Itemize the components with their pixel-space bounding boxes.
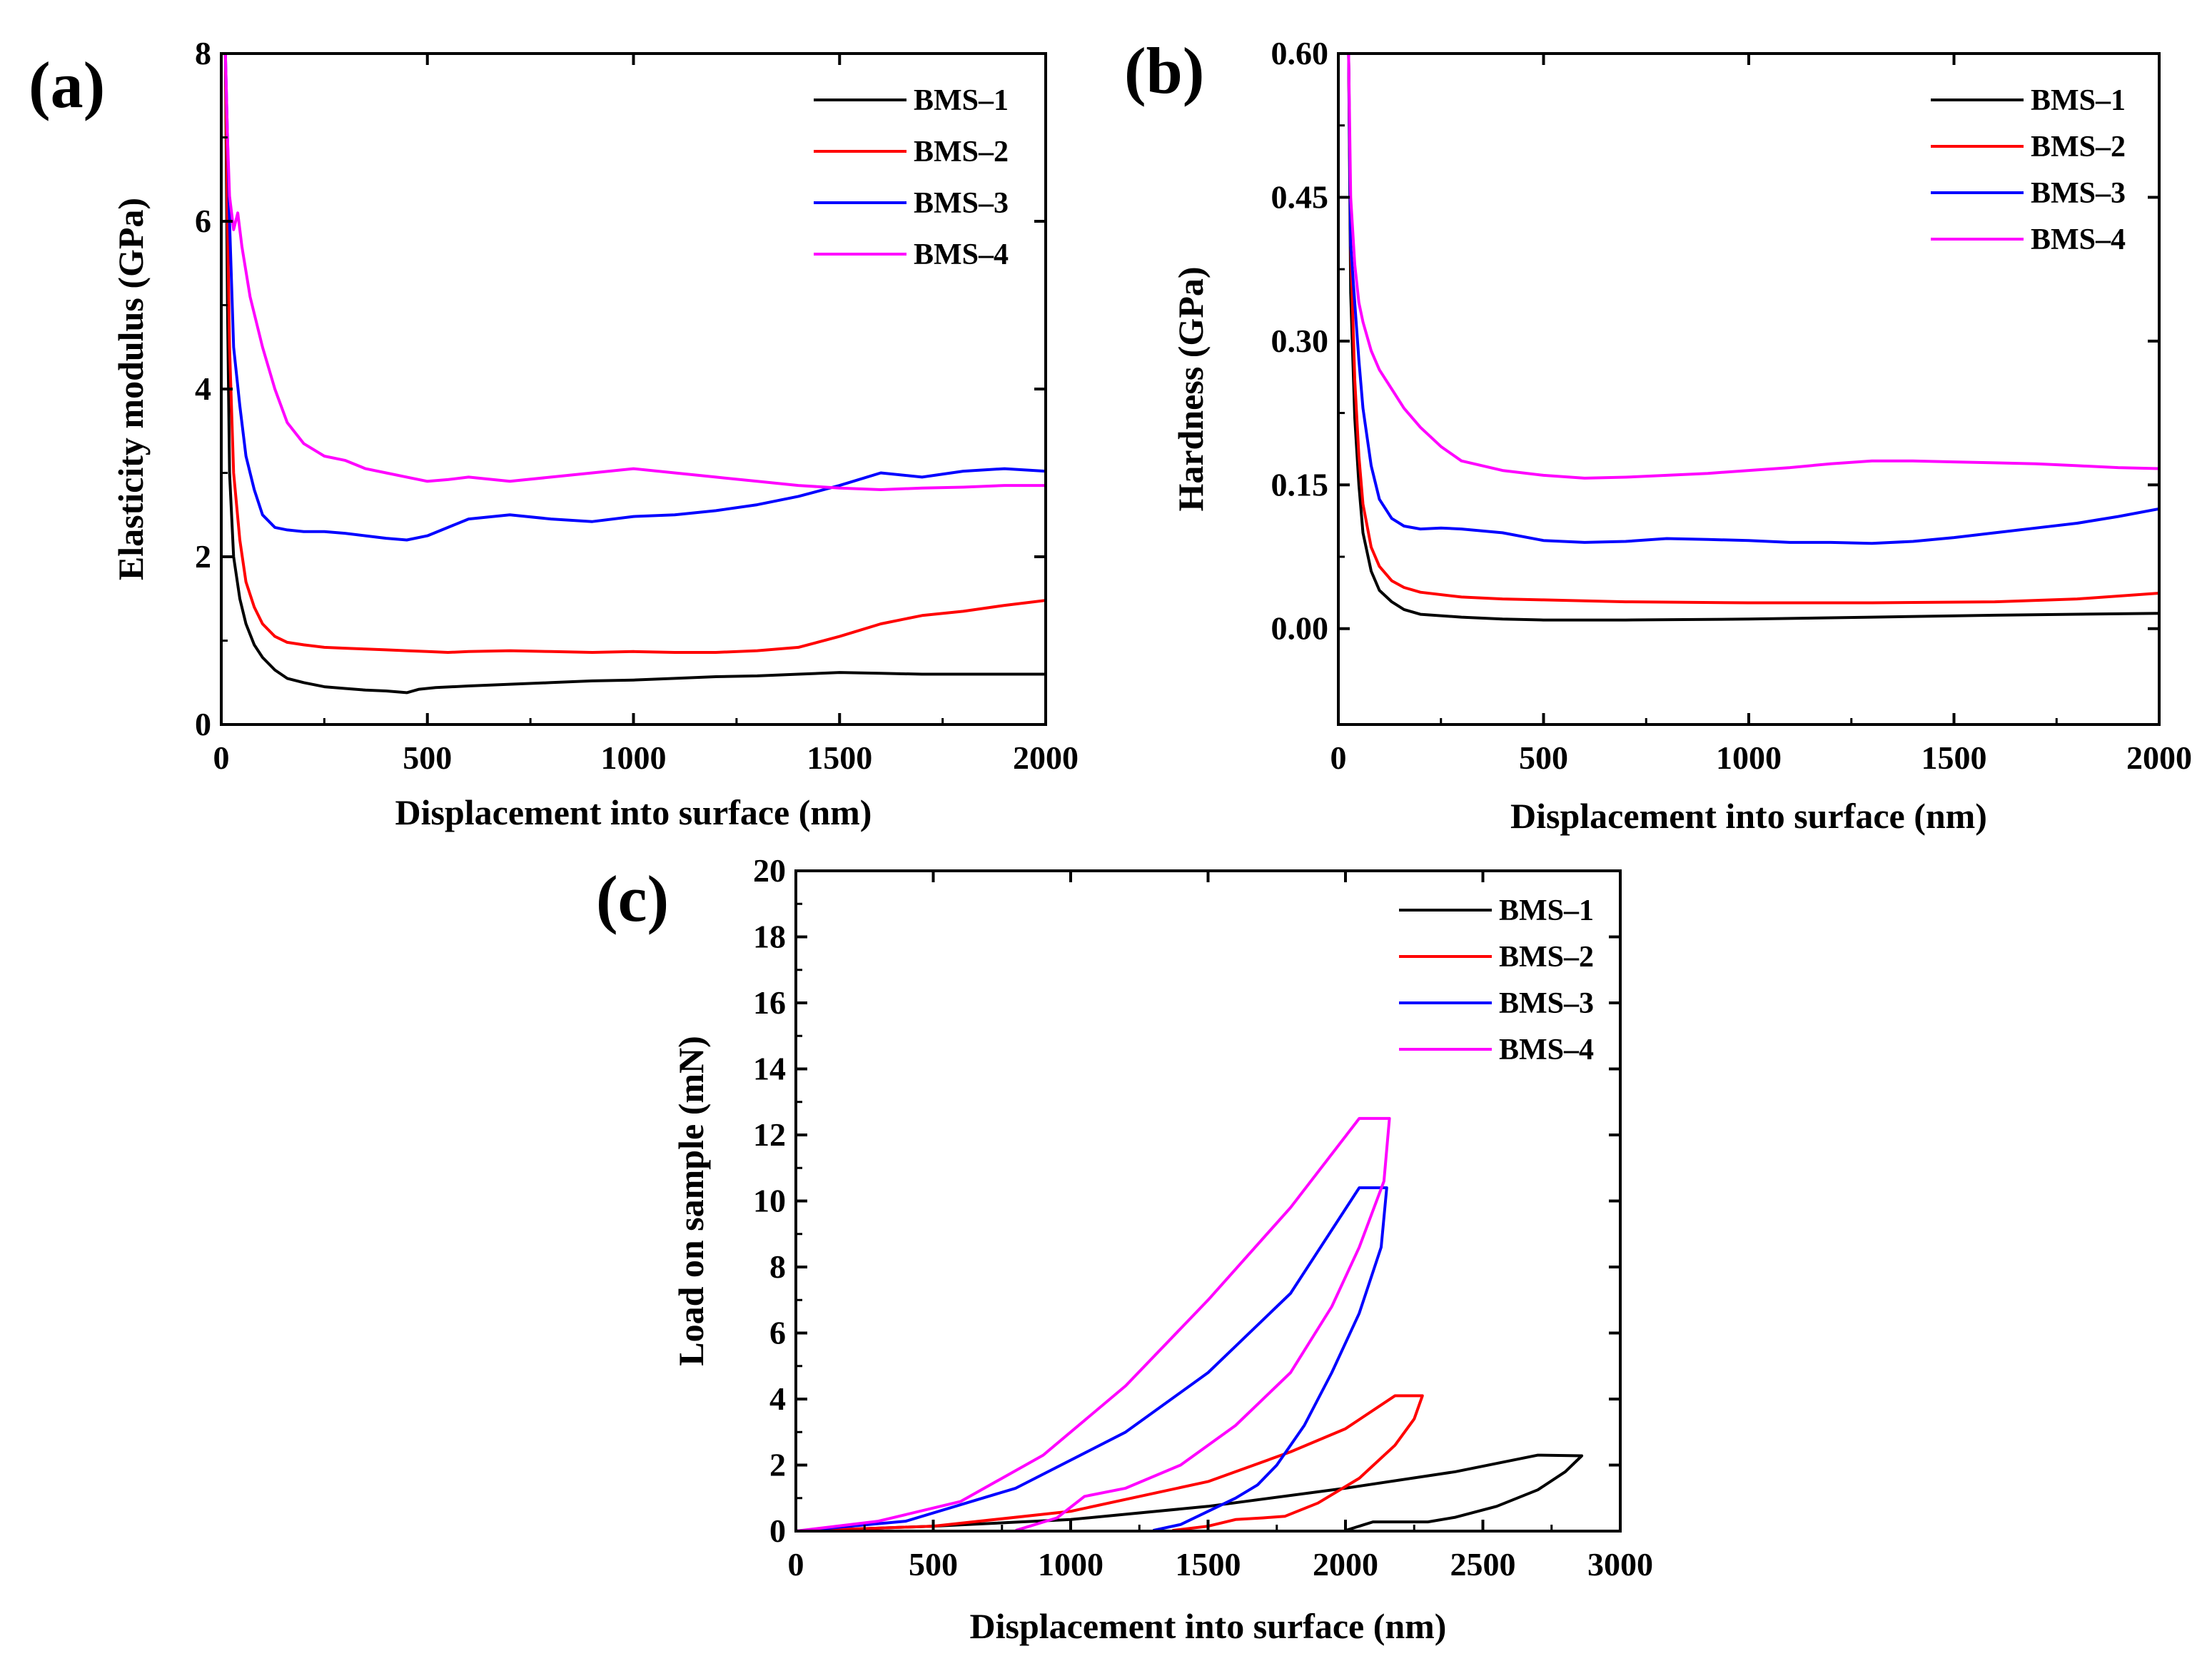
panel-c: 0 500 1000 1500 2000 2500 3000 0 2 4 6 8 10 12 14 16 18 2… — [596, 852, 1653, 1646]
series-line-2 — [796, 1394, 1424, 1531]
legend-label: BMS–2 — [1499, 941, 1594, 974]
y-tick-label: 8 — [769, 1248, 786, 1285]
panel-label: (a) — [29, 49, 105, 121]
panel-b: 0 500 1000 1500 2000 0.00 0.15 0.30 0.45 0.60 Disp… — [1124, 34, 2192, 836]
x-tick-label: 500 — [1519, 739, 1568, 776]
series-line-4 — [223, 54, 1046, 491]
x-tick-label: 1000 — [601, 739, 667, 776]
series-line-3 — [1347, 54, 2159, 545]
y-tick-label: 2 — [195, 538, 211, 575]
y-tick-label: 10 — [753, 1183, 786, 1219]
legend-label: BMS–4 — [2031, 223, 2126, 256]
legend-label: BMS–4 — [914, 238, 1009, 271]
y-tick-label: 2 — [769, 1447, 786, 1483]
y-tick-label: 20 — [753, 852, 786, 889]
series-line-1 — [796, 1453, 1584, 1531]
x-tick-label: 2500 — [1450, 1546, 1516, 1582]
legend-label: BMS–3 — [914, 187, 1009, 220]
x-tick-label: 1500 — [807, 739, 872, 776]
legend-label: BMS–2 — [2031, 131, 2126, 163]
y-tick-label: 0 — [769, 1513, 786, 1549]
legend-label: BMS–3 — [2031, 177, 2126, 210]
series-line-2 — [223, 54, 1046, 654]
y-tick-label: 4 — [769, 1380, 786, 1417]
series-line-3 — [223, 54, 1046, 542]
x-tick-label: 1500 — [1921, 739, 1987, 776]
x-tick-label: 3000 — [1587, 1546, 1653, 1582]
x-tick-label: 1000 — [1038, 1546, 1104, 1582]
y-tick-label: 4 — [195, 370, 211, 407]
y-tick-label: 0.30 — [1271, 323, 1329, 359]
x-tick-label: 2000 — [2126, 739, 2192, 776]
y-tick-label: 12 — [753, 1116, 786, 1153]
y-tick-label: 16 — [753, 984, 786, 1021]
series-line-4 — [1347, 54, 2159, 480]
x-tick-label: 2000 — [1013, 739, 1079, 776]
y-tick-label: 0 — [195, 706, 211, 742]
x-tick-label: 500 — [403, 739, 452, 776]
x-tick-label: 0 — [213, 739, 230, 776]
panel-label: (c) — [596, 862, 669, 935]
series-line-3 — [796, 1186, 1388, 1531]
x-axis-title: Displacement into surface (nm) — [1510, 796, 1987, 836]
y-axis-title: Hardness (GPa) — [1171, 266, 1211, 511]
legend-label: BMS–1 — [914, 84, 1009, 117]
series-line-4 — [796, 1116, 1391, 1531]
x-tick-label: 0 — [788, 1546, 804, 1582]
y-axis-title: Elasticity modulus (GPa) — [111, 198, 151, 580]
x-tick-label: 0 — [1330, 739, 1347, 776]
legend-label: BMS–2 — [914, 136, 1009, 168]
x-axis-title: Displacement into surface (nm) — [970, 1606, 1447, 1646]
y-tick-label: 0.00 — [1271, 610, 1329, 647]
x-tick-label: 1500 — [1176, 1546, 1241, 1582]
y-axis-title: Load on sample (mN) — [671, 1036, 711, 1366]
y-tick-label: 18 — [753, 919, 786, 955]
legend-label: BMS–4 — [1499, 1034, 1594, 1066]
y-tick-label: 0.15 — [1271, 466, 1329, 503]
legend-label: BMS–1 — [2031, 84, 2126, 117]
series-line-1 — [1347, 54, 2159, 622]
panel-label: (b) — [1124, 34, 1204, 107]
series-line-1 — [223, 54, 1046, 695]
plot-frame — [794, 869, 1622, 1533]
series-line-2 — [1347, 54, 2159, 605]
y-tick-label: 6 — [769, 1315, 786, 1351]
y-tick-label: 0.60 — [1271, 35, 1329, 71]
y-tick-label: 14 — [753, 1051, 786, 1087]
panel-a: 0 500 1000 1500 2000 0 2 4 6 8 Displacement into s… — [29, 35, 1079, 832]
x-tick-label: 2000 — [1313, 1546, 1378, 1582]
y-tick-label: 8 — [195, 35, 211, 71]
legend-label: BMS–1 — [1499, 894, 1594, 927]
y-tick-label: 0.45 — [1271, 178, 1329, 215]
y-tick-label: 6 — [195, 203, 211, 239]
x-tick-label: 500 — [909, 1546, 958, 1582]
x-tick-label: 1000 — [1716, 739, 1782, 776]
legend-label: BMS–3 — [1499, 987, 1594, 1020]
x-axis-title: Displacement into surface (nm) — [395, 792, 872, 832]
